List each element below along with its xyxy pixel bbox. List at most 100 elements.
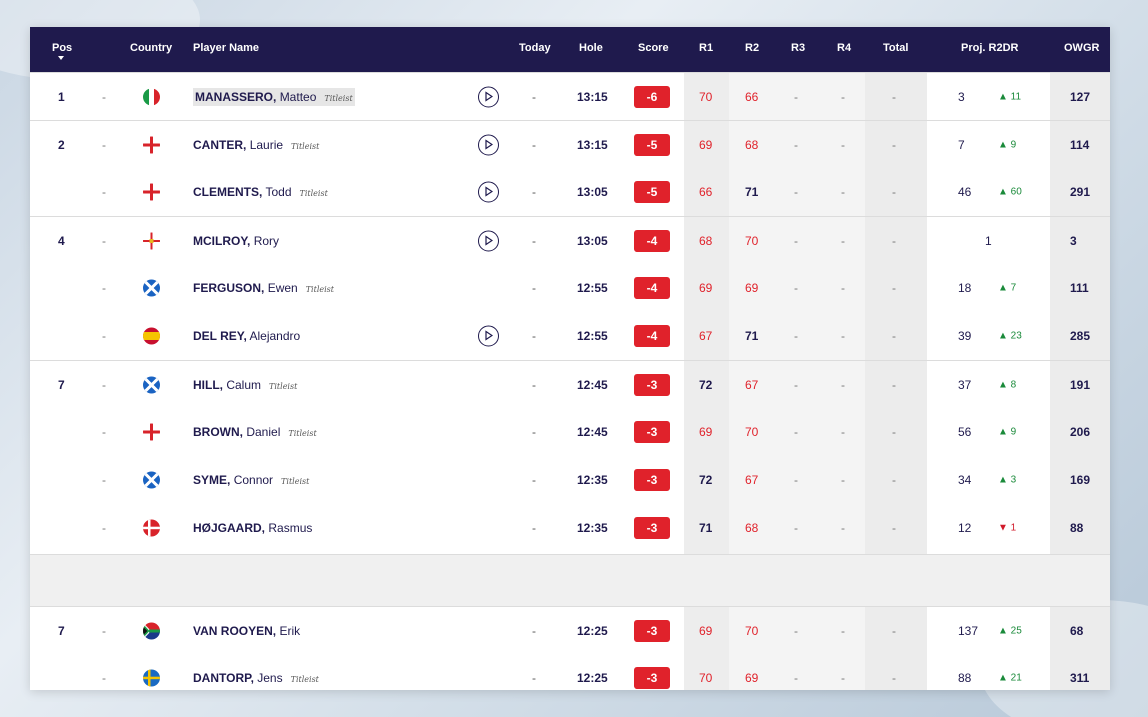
titleist-logo: Titleist — [305, 285, 334, 294]
player-first-name: Daniel — [246, 425, 281, 439]
player-first-name: Calum — [226, 377, 262, 392]
round-4-score: - — [841, 425, 845, 439]
table-row[interactable]: - SYME, Connor Titleist - 12:35 -3 72 67 - - - 34 ▲ … — [30, 456, 1110, 504]
player-first-name: Ewen — [267, 281, 298, 295]
player-name-link[interactable]: FERGUSON, Ewen Titleist — [193, 281, 334, 295]
today-value: - — [532, 377, 536, 392]
total-score: - — [892, 89, 896, 104]
player-last-name: MCILROY, — [193, 233, 251, 248]
today-value: - — [532, 233, 536, 248]
col-score-header: Score — [638, 42, 669, 54]
player-last-name: VAN ROOYEN, — [193, 623, 277, 638]
today-value: - — [532, 671, 536, 685]
country-flag-icon — [143, 519, 160, 537]
projected-rank: 56 — [958, 425, 972, 439]
col-r3-header: R3 — [791, 42, 806, 54]
round-4-score: - — [841, 623, 845, 638]
score-badge: -5 — [634, 181, 670, 203]
player-name-link[interactable]: HØJGAARD, Rasmus — [193, 521, 312, 535]
hole-time: 12:35 — [577, 473, 608, 487]
projected-rank: 3 — [958, 89, 965, 104]
player-name-link[interactable]: HILL, Calum Titleist — [193, 378, 297, 392]
table-row[interactable]: - DANTORP, Jens Titleist - 12:25 -3 70 69 - - - 88 ▲… — [30, 654, 1110, 690]
player-name-link[interactable]: BROWN, Daniel Titleist — [193, 425, 317, 439]
table-row[interactable]: 4 - MCILROY, Rory - 13:05 -4 68 70 - - - 1 3 — [30, 216, 1110, 264]
hole-time: 12:35 — [577, 521, 608, 535]
play-video-icon[interactable] — [478, 134, 499, 155]
position-value: 1 — [58, 89, 65, 104]
player-first-name: Alejandro — [249, 329, 301, 343]
total-score: - — [892, 233, 896, 248]
player-name-link[interactable]: MCILROY, Rory — [193, 234, 279, 248]
score-badge: -3 — [634, 373, 670, 396]
total-score: - — [892, 185, 896, 199]
hole-time: 13:05 — [577, 185, 608, 199]
today-value: - — [532, 521, 536, 535]
round-2-score: 71 — [745, 329, 759, 343]
leaderboard-panel: Pos Country Player Name Today Hole Score… — [30, 27, 1110, 690]
projected-rank: 39 — [958, 329, 972, 343]
today-value: - — [532, 473, 536, 487]
owgr-rank: 68 — [1070, 623, 1084, 638]
rank-movement: ▲ 25 — [998, 625, 1022, 636]
table-row[interactable]: 2 - CANTER, Laurie Titleist - 13:15 -5 69 68 - - - 7… — [30, 120, 1110, 168]
titleist-logo: Titleist — [269, 381, 298, 391]
round-3-score: - — [794, 185, 798, 199]
play-video-icon[interactable] — [478, 325, 499, 347]
table-row[interactable]: - HØJGAARD, Rasmus - 12:35 -3 71 68 - - - 12 ▼ 1 88 — [30, 504, 1110, 552]
round-1-score: 72 — [699, 473, 713, 487]
round-2-score: 68 — [745, 521, 759, 535]
projected-rank: 18 — [958, 281, 972, 295]
table-row[interactable]: - CLEMENTS, Todd Titleist - 13:05 -5 66 71 - - - 46… — [30, 168, 1110, 216]
country-flag-icon — [143, 136, 160, 153]
country-flag-icon — [143, 327, 160, 345]
table-row[interactable]: 7 - HILL, Calum Titleist - 12:45 -3 72 67 - - - 37 ▲ … — [30, 360, 1110, 408]
position-change: - — [102, 233, 106, 248]
round-2-score: 71 — [745, 185, 759, 199]
rank-movement: ▼ 1 — [998, 522, 1017, 534]
player-first-name: Matteo — [279, 89, 317, 104]
round-4-score: - — [841, 377, 845, 392]
round-2-score: 70 — [745, 425, 759, 439]
col-today-header: Today — [519, 42, 551, 54]
total-score: - — [892, 425, 896, 439]
today-value: - — [532, 329, 536, 343]
play-video-icon[interactable] — [478, 86, 499, 107]
player-name-link[interactable]: CANTER, Laurie Titleist — [193, 138, 319, 152]
player-name-link[interactable]: DANTORP, Jens Titleist — [193, 671, 319, 685]
round-4-score: - — [841, 185, 845, 199]
country-flag-icon — [143, 376, 160, 393]
col-pos-header[interactable]: Pos — [52, 42, 73, 54]
round-3-score: - — [794, 281, 798, 295]
hole-time: 12:25 — [577, 671, 608, 685]
player-last-name: CLEMENTS, — [193, 185, 263, 199]
today-value: - — [532, 281, 536, 295]
round-3-score: - — [794, 377, 798, 392]
round-2-score: 70 — [745, 623, 759, 638]
round-3-score: - — [794, 89, 798, 104]
today-value: - — [532, 623, 536, 638]
round-1-score: 69 — [699, 137, 713, 152]
player-name-link[interactable]: MANASSERO, Matteo Titleist — [193, 87, 355, 106]
play-video-icon[interactable] — [478, 230, 499, 251]
round-2-score: 68 — [745, 137, 759, 152]
round-1-score: 69 — [699, 623, 713, 638]
table-row[interactable]: - DEL REY, Alejandro - 12:55 -4 67 71 - - - 39 ▲ 23… — [30, 312, 1110, 360]
table-row[interactable]: - FERGUSON, Ewen Titleist - 12:55 -4 69 69 - - - 18… — [30, 264, 1110, 312]
player-name-link[interactable]: VAN ROOYEN, Erik — [193, 624, 300, 638]
player-first-name: Connor — [233, 473, 274, 487]
projected-rank: 1 — [985, 233, 992, 248]
table-row[interactable]: 1 - MANASSERO, Matteo Titleist - 13:15 -6 70 66 -… — [30, 72, 1110, 120]
player-name-link[interactable]: DEL REY, Alejandro — [193, 329, 300, 343]
sort-desc-icon[interactable] — [58, 56, 64, 60]
table-row[interactable]: - BROWN, Daniel Titleist - 12:45 -3 69 70 - - - 56 ▲… — [30, 408, 1110, 456]
country-flag-icon — [143, 622, 160, 639]
table-row[interactable]: 7 - VAN ROOYEN, Erik - 12:25 -3 69 70 - - - 137 ▲ 25… — [30, 606, 1110, 654]
player-last-name: BROWN, — [193, 425, 243, 439]
player-name-link[interactable]: SYME, Connor Titleist — [193, 473, 309, 487]
round-4-score: - — [841, 473, 845, 487]
hole-time: 12:45 — [577, 377, 608, 392]
round-3-score: - — [794, 521, 798, 535]
player-name-link[interactable]: CLEMENTS, Todd Titleist — [193, 185, 328, 199]
play-video-icon[interactable] — [478, 181, 499, 203]
